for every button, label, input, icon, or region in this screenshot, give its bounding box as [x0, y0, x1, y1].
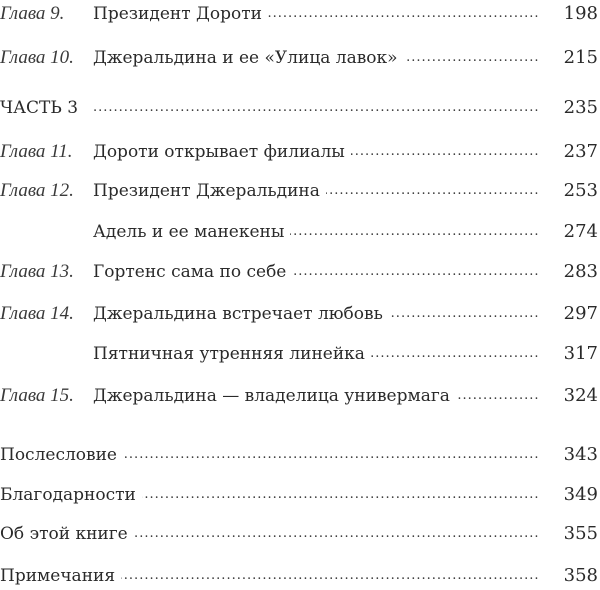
page-number: 253 [563, 180, 598, 201]
toc-entry: Глава 9. Президент Дороти 198 [0, 0, 600, 28]
page-number: 274 [563, 221, 598, 242]
page-number: 317 [563, 343, 598, 364]
entry-title: Адель и ее манекены [93, 218, 291, 246]
toc-entry: ЧАСТЬ 3 235 [0, 94, 600, 122]
page-number: 355 [563, 523, 598, 544]
toc-entry: Глава 10. Джеральдина и ее «Улица лавок» 2… [0, 44, 600, 72]
entry-title: Послесловие [0, 441, 123, 469]
toc-entry: Глава 13. Гортенс сама по себе 283 [0, 258, 600, 286]
toc-entry: Глава 15. Джеральдина — владелица универм… [0, 382, 600, 410]
chapter-label: Глава 10. [0, 47, 74, 68]
entry-title: Президент Дороти [93, 0, 268, 28]
toc-entry: Послесловие 343 [0, 441, 600, 469]
entry-title: Об этой книге [0, 520, 134, 548]
dot-leader [93, 94, 538, 122]
page-number: 237 [563, 141, 598, 162]
entry-title: Примечания [0, 562, 122, 590]
page-number: 349 [563, 484, 598, 505]
toc-entry: Глава 14. Джеральдина встречает любовь 297 [0, 300, 600, 328]
toc-entry: Глава 12. Президент Джеральдина 253 [0, 177, 600, 205]
entry-title: Джеральдина — владелица универмага [93, 382, 456, 410]
page-number: 215 [563, 47, 598, 68]
page-number: 358 [563, 565, 598, 586]
entry-title: Дороти открывает филиалы [93, 138, 351, 166]
entry-title: Президент Джеральдина [93, 177, 326, 205]
chapter-label: Глава 15. [0, 385, 74, 406]
page-number: 324 [563, 385, 598, 406]
dot-leader [93, 441, 538, 469]
part-title: ЧАСТЬ 3 [0, 94, 85, 122]
entry-title: Джеральдина и ее «Улица лавок» [93, 44, 404, 72]
entry-title: Джеральдина встречает любовь [93, 300, 389, 328]
page-number: 343 [563, 444, 598, 465]
toc-entry: Пятничная утренняя линейка 317 [0, 340, 600, 368]
dot-leader [93, 481, 538, 509]
toc-entry: Глава 11. Дороти открывает филиалы 237 [0, 138, 600, 166]
toc-entry: Об этой книге 355 [0, 520, 600, 548]
dot-leader [93, 562, 538, 590]
chapter-label: Глава 12. [0, 180, 74, 201]
chapter-label: Глава 9. [0, 3, 65, 24]
toc-entry: Благодарности 349 [0, 481, 600, 509]
page-number: 297 [563, 303, 598, 324]
page-number: 283 [563, 261, 598, 282]
dot-leader [93, 520, 538, 548]
chapter-label: Глава 11. [0, 141, 73, 162]
entry-title: Пятничная утренняя линейка [93, 340, 371, 368]
toc-entry: Примечания 358 [0, 562, 600, 590]
page-number: 198 [563, 3, 598, 24]
entry-title: Гортенс сама по себе [93, 258, 293, 286]
chapter-label: Глава 13. [0, 261, 74, 282]
entry-title: Благодарности [0, 481, 142, 509]
chapter-label: Глава 14. [0, 303, 74, 324]
page-number: 235 [563, 97, 598, 118]
toc-entry: Адель и ее манекены 274 [0, 218, 600, 246]
